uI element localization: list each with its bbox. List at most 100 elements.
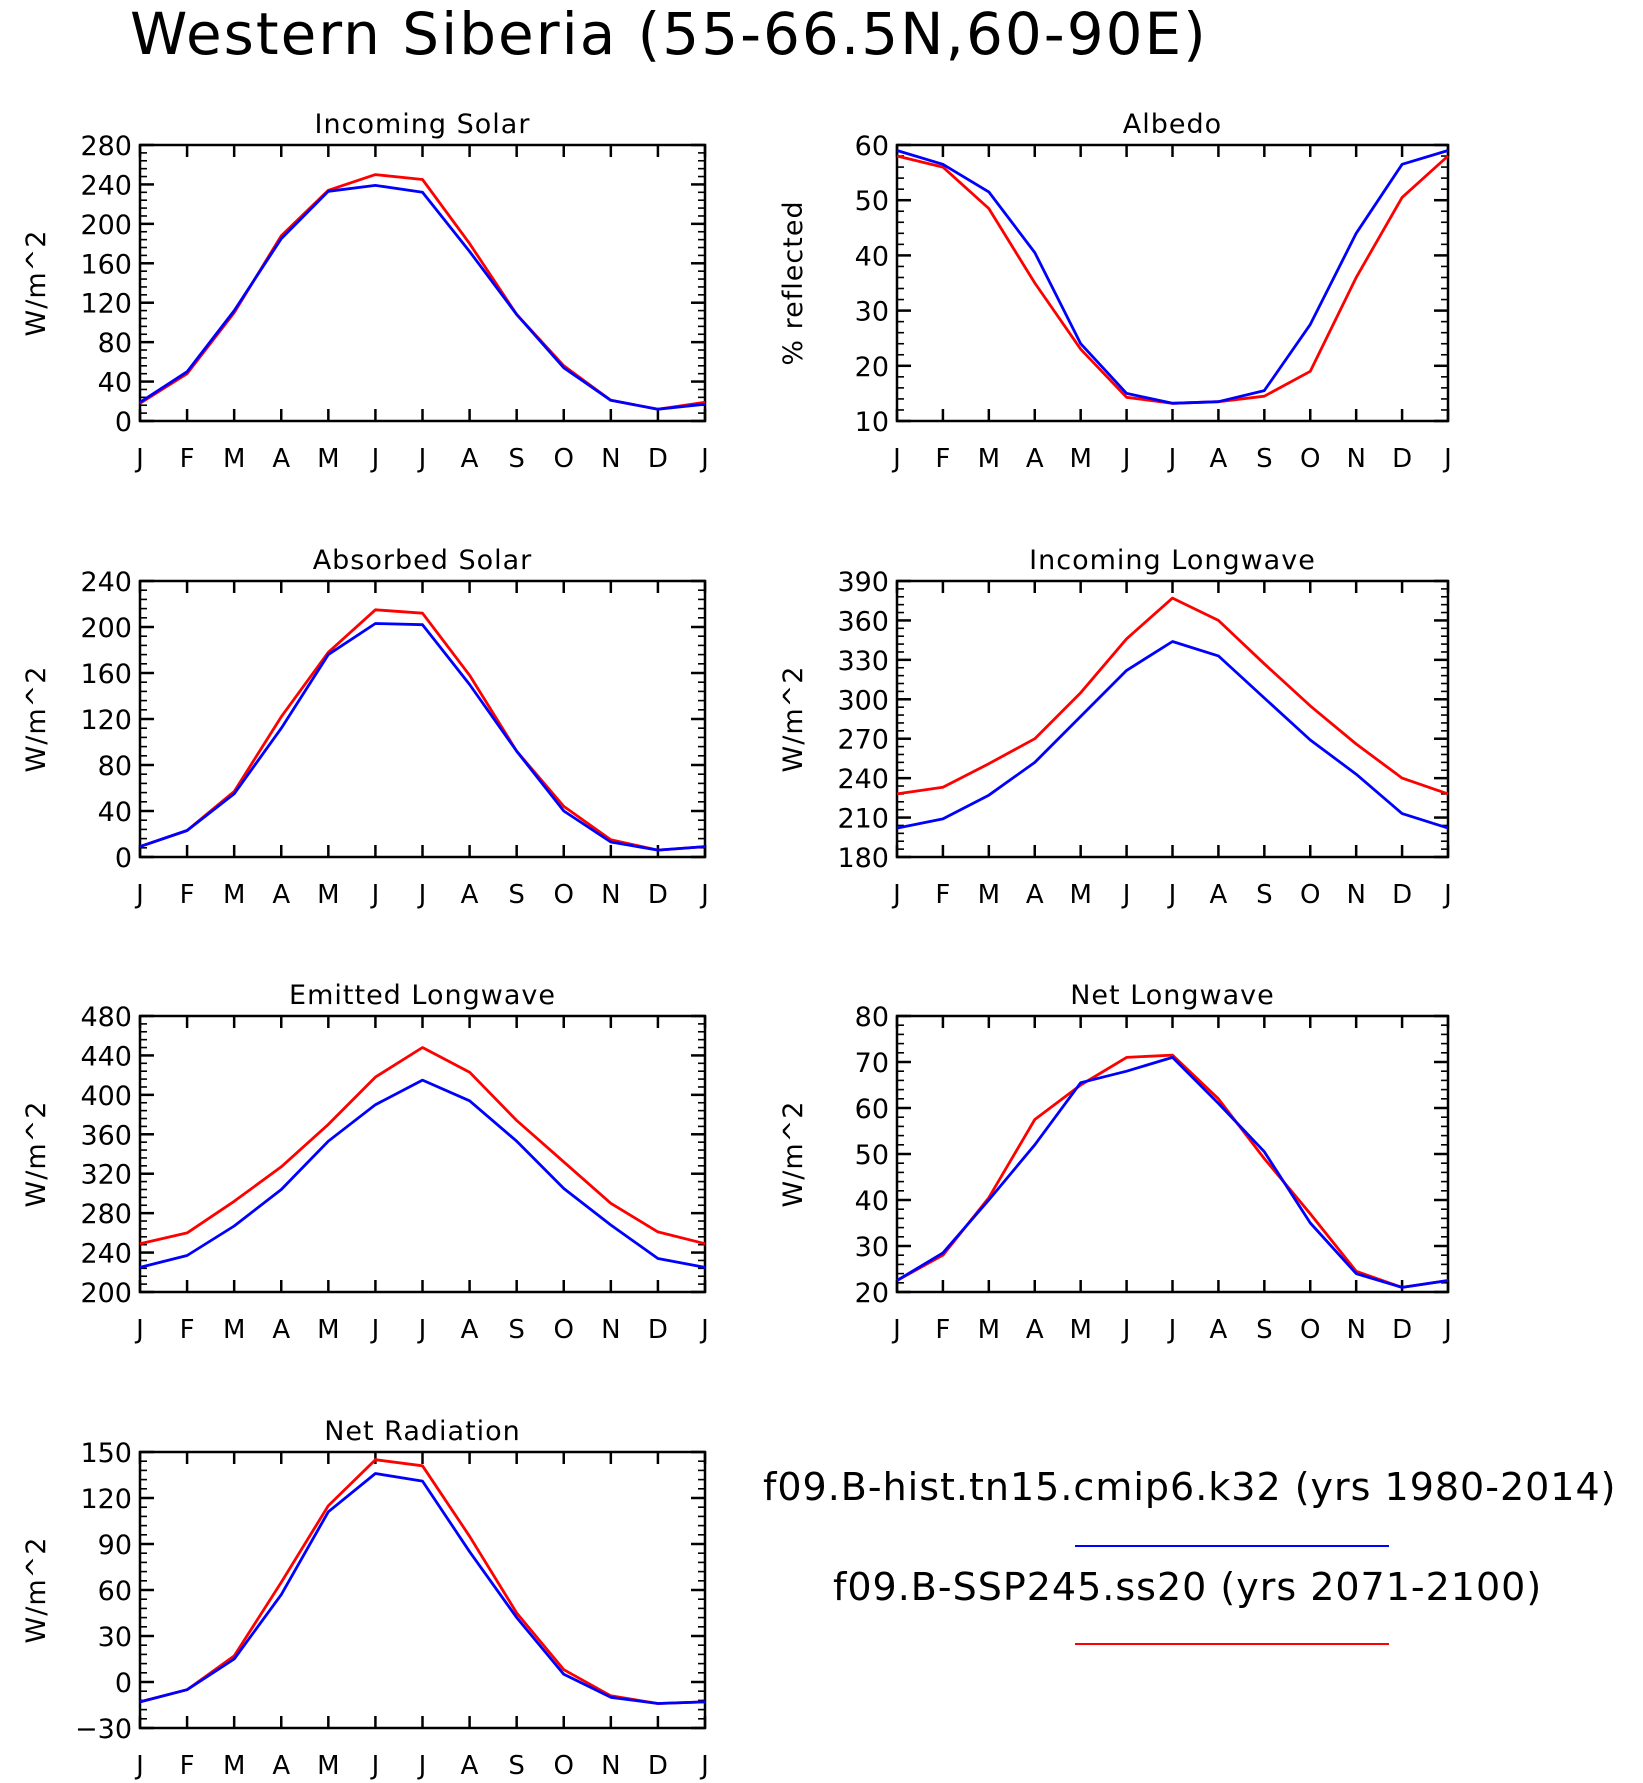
y-axis-label: W/m^2 bbox=[21, 666, 52, 773]
series-line-hist bbox=[139, 622, 706, 852]
x-tick-label: M bbox=[978, 444, 1000, 474]
x-tick-label: M bbox=[223, 444, 245, 474]
x-tick-label: J bbox=[891, 444, 901, 474]
x-tick-label: S bbox=[1256, 880, 1273, 910]
x-tick-label: S bbox=[508, 1315, 525, 1345]
x-tick-label: D bbox=[648, 444, 668, 474]
x-tick-label: N bbox=[601, 1751, 620, 1781]
x-tick-label: J bbox=[1167, 880, 1177, 910]
x-tick-label: A bbox=[461, 444, 479, 474]
y-axis-label: W/m^2 bbox=[778, 666, 809, 773]
x-tick-label: J bbox=[134, 880, 144, 910]
x-tick-label: J bbox=[699, 880, 709, 910]
x-tick-label: D bbox=[1392, 1315, 1412, 1345]
series-line-ssp bbox=[896, 1053, 1449, 1289]
x-tick-label: O bbox=[1300, 1315, 1320, 1345]
y-tick-label: 240 bbox=[80, 567, 132, 598]
x-tick-label: N bbox=[601, 880, 620, 910]
y-tick-label: 200 bbox=[80, 1278, 132, 1309]
x-tick-label: D bbox=[648, 880, 668, 910]
series-line-hist bbox=[896, 149, 1449, 405]
y-tick-label: 80 bbox=[98, 328, 132, 359]
y-tick-label: 0 bbox=[115, 407, 132, 438]
y-tick-label: 240 bbox=[80, 1239, 132, 1270]
x-tick-label: M bbox=[317, 880, 339, 910]
y-axis-label: % reflected bbox=[778, 200, 809, 365]
x-tick-label: N bbox=[1346, 880, 1365, 910]
x-tick-label: J bbox=[417, 444, 427, 474]
y-tick-label: 120 bbox=[80, 1484, 132, 1515]
y-tick-label: 180 bbox=[837, 843, 889, 874]
x-tick-label: A bbox=[461, 1315, 479, 1345]
x-tick-label: M bbox=[223, 880, 245, 910]
series-line-ssp bbox=[139, 173, 706, 411]
y-tick-label: 300 bbox=[837, 685, 889, 716]
panel-title: Albedo bbox=[1123, 109, 1222, 140]
x-tick-label: A bbox=[1210, 1315, 1228, 1345]
series-line-ssp bbox=[139, 1458, 706, 1705]
y-tick-label: 0 bbox=[115, 1668, 132, 1699]
y-axis-label: W/m^2 bbox=[778, 1101, 809, 1208]
x-tick-label: O bbox=[1300, 880, 1320, 910]
y-tick-label: 400 bbox=[80, 1081, 132, 1112]
y-tick-label: 10 bbox=[855, 407, 889, 438]
x-tick-label: F bbox=[180, 1315, 195, 1345]
y-tick-label: 200 bbox=[80, 210, 132, 241]
y-tick-label: 0 bbox=[115, 843, 132, 874]
x-tick-label: F bbox=[935, 880, 950, 910]
y-tick-label: 120 bbox=[80, 289, 132, 320]
y-tick-label: 210 bbox=[837, 804, 889, 835]
x-tick-label: J bbox=[417, 880, 427, 910]
x-tick-label: A bbox=[1210, 880, 1228, 910]
series-line-hist bbox=[896, 640, 1449, 830]
x-tick-label: A bbox=[1210, 444, 1228, 474]
series-line-ssp bbox=[896, 596, 1449, 796]
y-tick-label: 70 bbox=[855, 1048, 889, 1079]
y-tick-label: 40 bbox=[98, 797, 132, 828]
series-line-hist bbox=[139, 183, 706, 411]
x-tick-label: A bbox=[272, 880, 290, 910]
x-tick-label: J bbox=[891, 880, 901, 910]
y-tick-label: 240 bbox=[80, 170, 132, 201]
x-tick-label: D bbox=[648, 1315, 668, 1345]
x-tick-label: A bbox=[461, 1751, 479, 1781]
x-tick-label: J bbox=[1167, 1315, 1177, 1345]
x-tick-label: O bbox=[554, 1315, 574, 1345]
legend-swatch-hist bbox=[1075, 1545, 1389, 1547]
y-tick-label: 320 bbox=[80, 1160, 132, 1191]
x-tick-label: A bbox=[1026, 444, 1044, 474]
series-line-hist bbox=[139, 1078, 706, 1269]
series-line-ssp bbox=[896, 154, 1449, 405]
y-tick-label: −30 bbox=[75, 1714, 132, 1745]
x-tick-label: J bbox=[699, 1751, 709, 1781]
y-tick-label: 90 bbox=[98, 1530, 132, 1561]
legend-entry-hist: f09.B-hist.tn15.cmip6.k32 (yrs 1980-2014… bbox=[763, 1465, 1617, 1509]
figure-title: Western Siberia (55-66.5N,60-90E) bbox=[130, 0, 1208, 68]
y-tick-label: 40 bbox=[855, 241, 889, 272]
y-tick-label: 50 bbox=[855, 186, 889, 217]
x-tick-label: N bbox=[1346, 444, 1365, 474]
x-tick-label: A bbox=[272, 1751, 290, 1781]
x-tick-label: J bbox=[1442, 1315, 1452, 1345]
x-tick-label: M bbox=[978, 1315, 1000, 1345]
x-tick-label: M bbox=[223, 1751, 245, 1781]
x-tick-label: M bbox=[978, 880, 1000, 910]
x-tick-label: N bbox=[1346, 1315, 1365, 1345]
y-tick-label: 60 bbox=[855, 1094, 889, 1125]
x-tick-label: A bbox=[1026, 880, 1044, 910]
y-tick-label: 360 bbox=[837, 606, 889, 637]
y-tick-label: 120 bbox=[80, 705, 132, 736]
x-tick-label: J bbox=[1442, 444, 1452, 474]
x-tick-label: M bbox=[1069, 1315, 1091, 1345]
panel-title: Net Longwave bbox=[1070, 980, 1275, 1011]
plot-frame bbox=[138, 143, 707, 423]
y-axis-label: W/m^2 bbox=[21, 230, 52, 337]
y-tick-label: 440 bbox=[80, 1041, 132, 1072]
y-tick-label: 20 bbox=[855, 352, 889, 383]
x-tick-label: F bbox=[935, 1315, 950, 1345]
x-tick-label: M bbox=[1069, 444, 1091, 474]
legend-swatch-ssp bbox=[1075, 1643, 1389, 1645]
plot-frame bbox=[138, 579, 707, 859]
x-tick-label: F bbox=[180, 880, 195, 910]
